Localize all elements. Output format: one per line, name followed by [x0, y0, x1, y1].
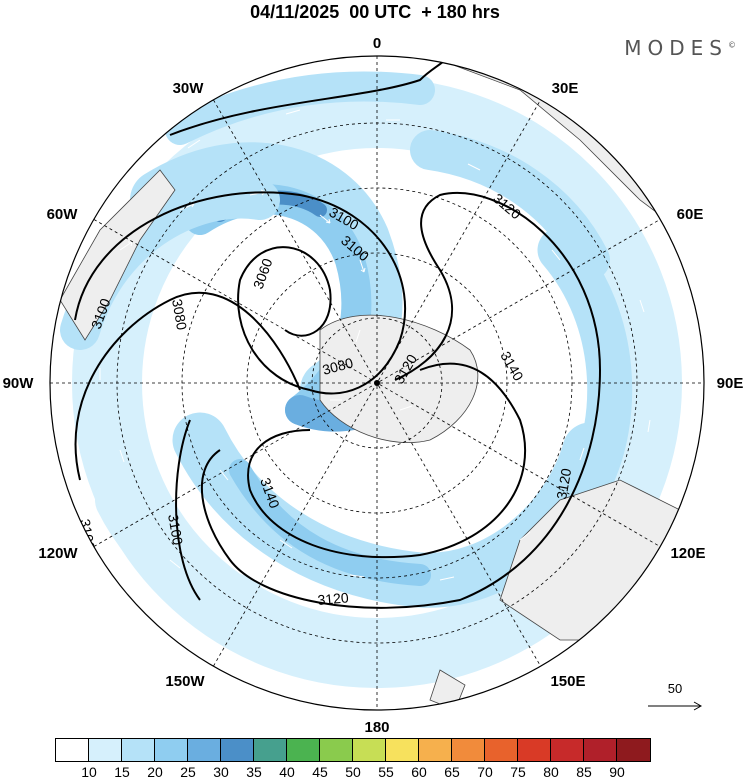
lon-label-120e: 120E: [670, 545, 705, 562]
colorbar-swatch: [89, 739, 122, 761]
colorbar-swatch: [518, 739, 551, 761]
lon-label-180: 180: [364, 719, 389, 736]
colorbar-swatch: [320, 739, 353, 761]
colorbar-swatch: [551, 739, 584, 761]
lon-label-30e: 30E: [552, 80, 579, 97]
colorbar-tick-label: 20: [147, 764, 163, 780]
colorbar-swatch: [419, 739, 452, 761]
longitude-labels: 0 30E 60E 90E 120E 150E 180 150W 120W 90…: [3, 35, 744, 736]
map-border: [49, 55, 705, 711]
colorbar-swatch: [353, 739, 386, 761]
colorbar-tick-label: 80: [543, 764, 559, 780]
lon-label-90e: 90E: [717, 375, 744, 392]
colorbar-swatch: [287, 739, 320, 761]
colorbar-swatch: [617, 739, 650, 761]
lon-label-0: 0: [373, 35, 381, 52]
south-america-outline: [59, 169, 176, 341]
colorbar-tick-label: 50: [345, 764, 361, 780]
colorbar-tick-label: 10: [81, 764, 97, 780]
polar-map: 3100 3100 3100 3100 3120 3060 3080 3080 …: [3, 35, 744, 736]
arrow-head-icon: [693, 701, 703, 711]
colorbar-swatch: [221, 739, 254, 761]
colorbar-tick-label: 85: [576, 764, 592, 780]
contour-label: 3080: [169, 298, 190, 332]
reference-vector-label: 50: [668, 681, 682, 696]
lon-label-60e: 60E: [677, 206, 704, 223]
south-pole-marker: [374, 380, 380, 386]
lon-label-150e: 150E: [550, 673, 585, 690]
wind-vectors: [99, 109, 651, 581]
colorbar-swatch: [584, 739, 617, 761]
colorbar-tick-label: 15: [114, 764, 130, 780]
colorbar-tick-label: 70: [477, 764, 493, 780]
colorbar-swatch: [122, 739, 155, 761]
colorbar-swatch: [254, 739, 287, 761]
height-contours: [74, 59, 602, 609]
colorbar-swatch: [56, 739, 89, 761]
map-disc: 3100 3100 3100 3100 3120 3060 3080 3080 …: [50, 56, 704, 710]
colorbar-tick-label: 75: [510, 764, 526, 780]
colorbar-swatch: [452, 739, 485, 761]
colorbar-tick-label: 90: [609, 764, 625, 780]
brand-name: MODES: [624, 36, 728, 60]
contour-label: 3080: [321, 354, 355, 378]
copyright-mark: ©: [728, 40, 736, 50]
contour-label: 3060: [250, 256, 276, 291]
lon-label-30w: 30W: [173, 80, 205, 97]
reference-vector: 50: [648, 681, 703, 711]
colorbar-tick-label: 30: [213, 764, 229, 780]
contour-label: 3120: [553, 467, 574, 501]
colorbar-tick-label: 60: [411, 764, 427, 780]
lon-label-120w: 120W: [38, 545, 78, 562]
colorbar-swatch: [155, 739, 188, 761]
lon-label-90w: 90W: [3, 375, 35, 392]
colorbar-swatch: [485, 739, 518, 761]
colorbar-swatch: [386, 739, 419, 761]
lon-label-150w: 150W: [165, 673, 205, 690]
colorbar-tick-label: 45: [312, 764, 328, 780]
contour-label: 3120: [317, 589, 350, 608]
colorbar-tick-label: 25: [180, 764, 196, 780]
lon-label-60w: 60W: [47, 206, 79, 223]
colorbar: [55, 738, 651, 762]
colorbar-tick-label: 55: [378, 764, 394, 780]
colorbar-ticks: 10 15 20 25 30 35 40 45 50 55 60 65 70 75 80 85 90: [55, 764, 750, 782]
contour-label: 3140: [497, 349, 527, 384]
colorbar-tick-label: 35: [246, 764, 262, 780]
brand-logo: MODES©: [624, 36, 736, 60]
map-title: 04/11/2025 00 UTC + 180 hrs: [250, 2, 500, 22]
colorbar-tick-label: 40: [279, 764, 295, 780]
contour-label: 3100: [165, 513, 186, 547]
colorbar-swatch: [188, 739, 221, 761]
colorbar-tick-label: 65: [444, 764, 460, 780]
